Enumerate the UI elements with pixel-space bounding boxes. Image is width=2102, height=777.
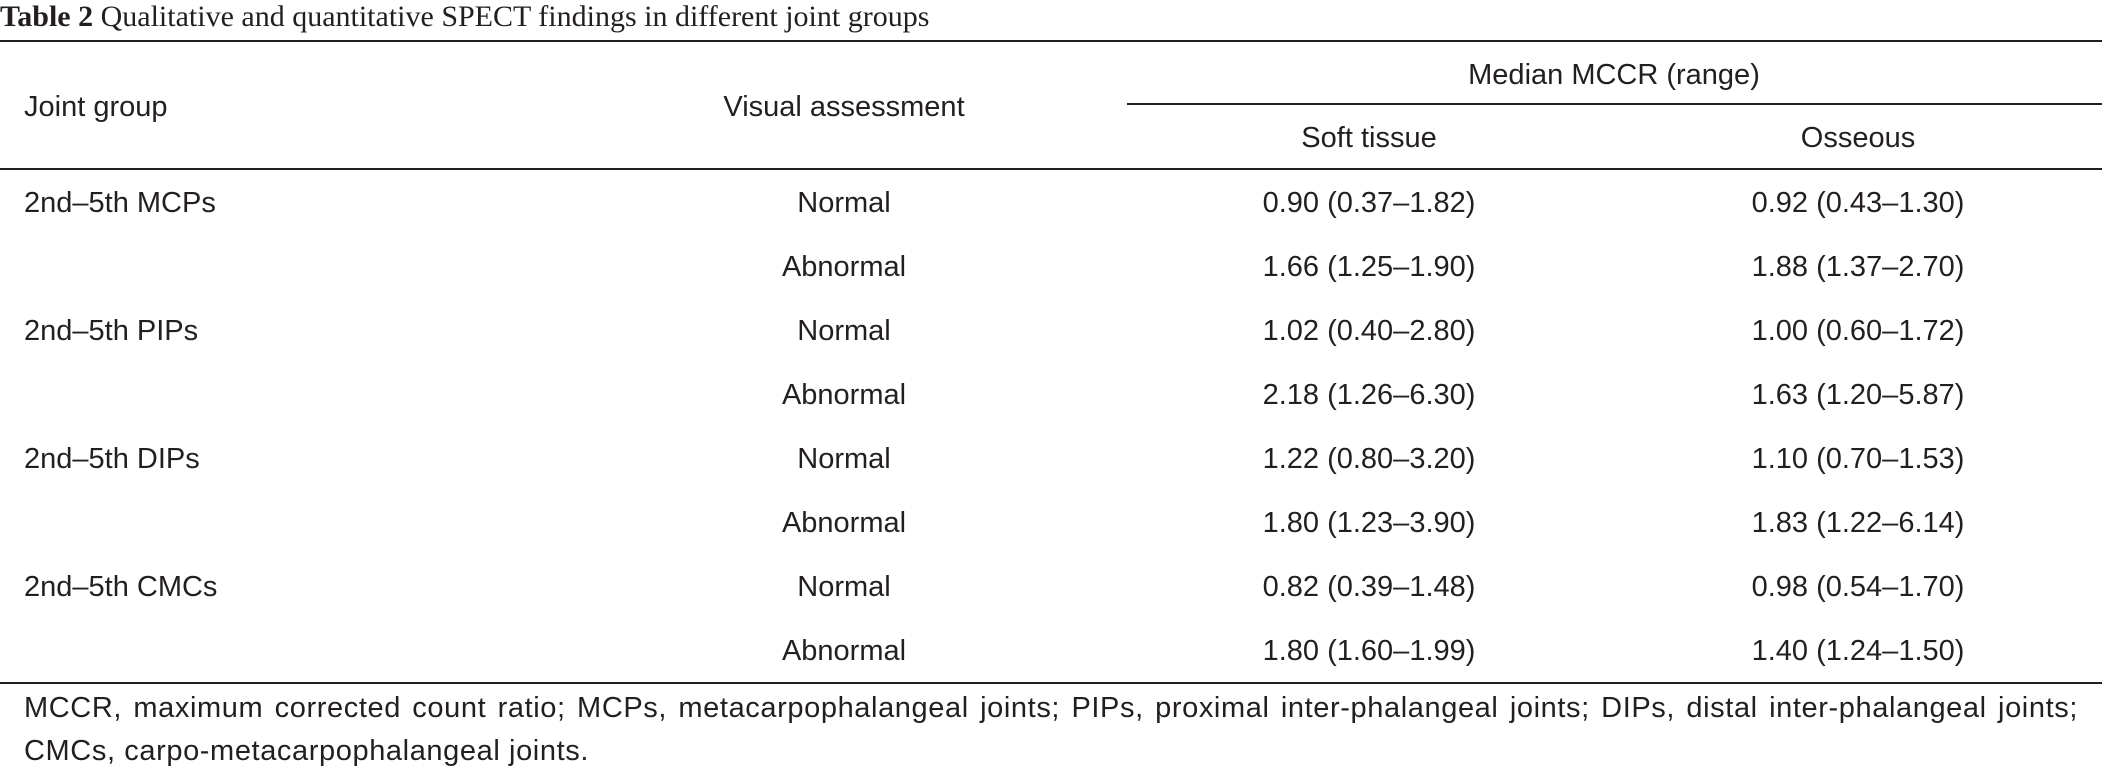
cell-osseous: 0.92 (0.43–1.30) (1751, 187, 1965, 219)
cell-soft-tissue: 1.22 (0.80–3.20) (1262, 443, 1476, 475)
table-caption-text: Qualitative and quantitative SPECT findi… (100, 0, 930, 33)
cell-visual-assessment: Abnormal (781, 507, 907, 539)
cell-visual-assessment: Abnormal (781, 635, 907, 667)
cell-visual-assessment: Abnormal (781, 379, 907, 411)
cell-joint-group: 2nd–5th CMCs (24, 571, 218, 603)
cell-visual-assessment: Normal (797, 187, 891, 219)
header-soft-tissue: Soft tissue (1301, 122, 1437, 154)
cell-soft-tissue: 1.02 (0.40–2.80) (1262, 315, 1476, 347)
cell-soft-tissue: 0.82 (0.39–1.48) (1262, 571, 1476, 603)
cell-osseous: 1.63 (1.20–5.87) (1751, 379, 1965, 411)
cell-osseous: 1.10 (0.70–1.53) (1751, 443, 1965, 475)
table-caption: Table 2 Qualitative and quantitative SPE… (0, 0, 929, 40)
header-median-mccr: Median MCCR (range) (1468, 59, 1760, 91)
cell-osseous: 1.00 (0.60–1.72) (1751, 315, 1965, 347)
top-rule (0, 40, 2102, 42)
header-joint-group: Joint group (24, 91, 168, 123)
cell-soft-tissue: 1.80 (1.23–3.90) (1262, 507, 1476, 539)
cell-soft-tissue: 1.66 (1.25–1.90) (1262, 251, 1476, 283)
cell-visual-assessment: Normal (797, 315, 891, 347)
cell-visual-assessment: Normal (797, 571, 891, 603)
cell-osseous: 1.88 (1.37–2.70) (1751, 251, 1965, 283)
table-caption-label: Table 2 (0, 0, 94, 33)
cell-osseous: 1.83 (1.22–6.14) (1751, 507, 1965, 539)
cell-joint-group: 2nd–5th MCPs (24, 187, 216, 219)
cell-joint-group: 2nd–5th DIPs (24, 443, 200, 475)
table-footnote: MCCR, maximum corrected count ratio; MCP… (24, 692, 2078, 767)
header-bottom-rule (0, 168, 2102, 170)
header-spanner-rule (1127, 103, 2102, 105)
cell-soft-tissue: 1.80 (1.60–1.99) (1262, 635, 1476, 667)
cell-soft-tissue: 2.18 (1.26–6.30) (1262, 379, 1476, 411)
table-bottom-rule (0, 682, 2102, 684)
cell-visual-assessment: Abnormal (781, 251, 907, 283)
header-visual-assessment: Visual assessment (723, 91, 965, 123)
header-osseous: Osseous (1800, 122, 1916, 154)
cell-osseous: 0.98 (0.54–1.70) (1751, 571, 1965, 603)
cell-visual-assessment: Normal (797, 443, 891, 475)
cell-soft-tissue: 0.90 (0.37–1.82) (1262, 187, 1476, 219)
cell-joint-group: 2nd–5th PIPs (24, 315, 199, 347)
cell-osseous: 1.40 (1.24–1.50) (1751, 635, 1965, 667)
